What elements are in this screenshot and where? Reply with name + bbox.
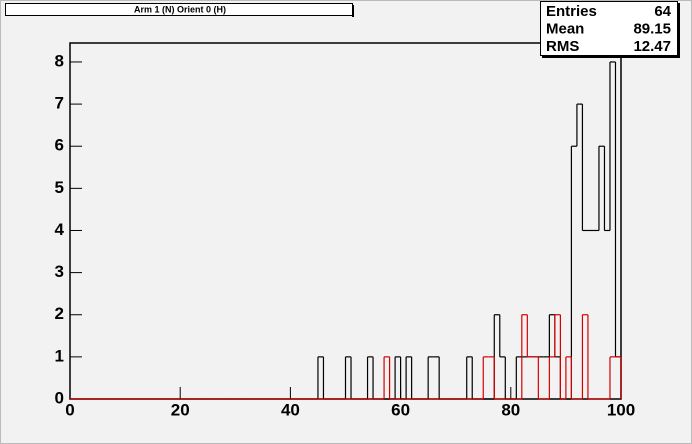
y-tick-label: 2 [55, 304, 64, 323]
stats-box [540, 1, 678, 56]
x-tick-label: 100 [607, 400, 635, 419]
x-tick-label: 80 [501, 400, 520, 419]
stat-value: 12.47 [633, 38, 671, 55]
x-tick-label: 0 [65, 400, 74, 419]
stat-value: 89.15 [633, 20, 671, 37]
x-tick-label: 60 [391, 400, 410, 419]
stat-label: Entries [546, 3, 597, 20]
stat-label: Mean [546, 20, 584, 37]
x-tick-label: 20 [171, 400, 190, 419]
plot-frame [69, 42, 622, 400]
stat-label: RMS [546, 38, 579, 55]
x-tick-label: 40 [281, 400, 300, 419]
chart-title: Arm 1 (N) Orient 0 (H) [134, 4, 226, 14]
y-tick-label: 0 [55, 388, 64, 407]
y-tick-label: 7 [55, 94, 64, 113]
stat-value: 64 [654, 3, 671, 20]
y-tick-label: 3 [55, 262, 64, 281]
y-tick-label: 5 [55, 178, 64, 197]
y-tick-label: 1 [55, 346, 64, 365]
title-shadow [352, 5, 354, 17]
y-tick-label: 6 [55, 136, 64, 155]
y-tick-label: 4 [55, 220, 65, 239]
y-tick-label: 8 [55, 51, 64, 70]
